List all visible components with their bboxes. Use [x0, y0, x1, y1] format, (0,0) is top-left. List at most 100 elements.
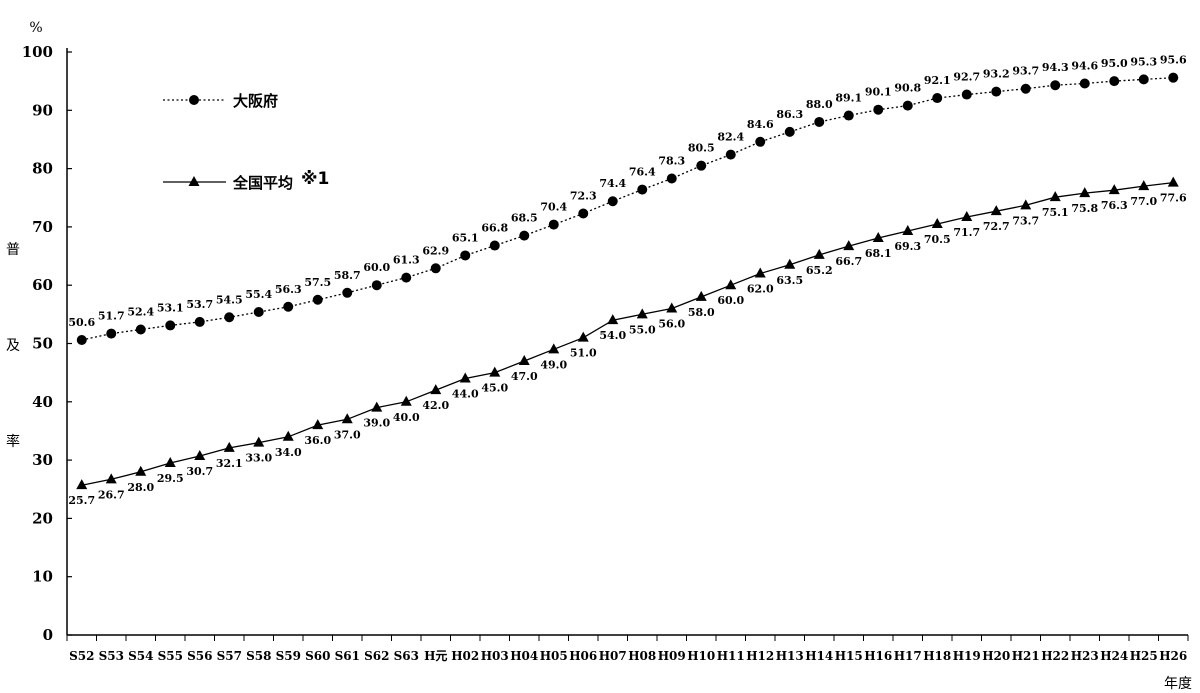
data-point-circle [1168, 72, 1179, 83]
data-point-circle [696, 160, 707, 171]
data-label: 65.1 [452, 231, 479, 244]
data-point-circle [1138, 74, 1149, 85]
data-point-triangle [1049, 191, 1061, 202]
series-markers [76, 72, 1179, 490]
data-point-triangle [990, 205, 1002, 216]
data-label: 90.1 [865, 86, 892, 99]
data-point-triangle [577, 331, 589, 342]
data-point-circle [401, 272, 412, 283]
data-label: 25.7 [68, 494, 95, 507]
data-point-triangle [430, 384, 442, 395]
data-label: 71.7 [953, 226, 980, 239]
data-label: 80.5 [688, 142, 715, 155]
data-label: 26.7 [98, 488, 125, 501]
data-point-triangle [459, 372, 471, 383]
data-label: 58.0 [688, 306, 715, 319]
data-point-triangle [607, 314, 619, 325]
data-label: 32.1 [216, 457, 243, 470]
data-point-circle [430, 263, 441, 274]
data-label: 39.0 [363, 417, 390, 430]
data-point-triangle [341, 413, 353, 424]
data-label: 70.5 [924, 233, 951, 246]
data-point-circle [135, 324, 146, 335]
data-label: 53.7 [186, 298, 213, 311]
data-label: 52.4 [127, 306, 154, 319]
data-label: 62.0 [747, 283, 774, 296]
data-point-triangle [843, 240, 855, 251]
x-tick-label: H20 [982, 649, 1010, 663]
x-tick-label: H26 [1159, 649, 1187, 663]
data-label: 58.7 [334, 269, 361, 282]
data-point-circle [460, 250, 471, 261]
x-tick-label: H15 [835, 649, 863, 663]
data-label: 63.5 [776, 274, 803, 287]
data-point-circle [725, 149, 736, 160]
data-label: 45.0 [481, 382, 508, 395]
x-tick-label: S57 [217, 649, 242, 663]
legend-label-osaka: 大阪府 [233, 92, 278, 110]
y-tick-label: 40 [32, 393, 53, 411]
y-tick-label: 100 [22, 43, 53, 61]
series-lines [81, 77, 1174, 486]
x-tick-label: H05 [540, 649, 568, 663]
data-label: 93.2 [983, 68, 1010, 81]
x-tick-label: H24 [1100, 649, 1128, 663]
data-label: 49.0 [540, 358, 567, 371]
data-label: 53.1 [157, 301, 184, 314]
data-label: 29.5 [157, 472, 184, 485]
y-tick-label: 50 [32, 335, 53, 353]
data-label: 55.4 [245, 288, 272, 301]
data-point-triangle [813, 248, 825, 259]
data-label: 92.1 [924, 74, 951, 87]
data-point-circle [1050, 80, 1061, 91]
data-label: 60.0 [363, 261, 390, 274]
data-point-circle [342, 287, 353, 298]
data-label: 84.6 [747, 118, 774, 131]
unit-label: % [29, 20, 42, 36]
data-point-circle [784, 126, 795, 137]
data-point-circle [253, 307, 264, 318]
x-tick-label: S53 [99, 649, 124, 663]
x-tick-label: H19 [953, 649, 981, 663]
y-axis-label-char-3: 率 [6, 433, 20, 450]
data-label: 77.0 [1130, 195, 1157, 208]
data-label: 95.0 [1101, 57, 1128, 70]
data-point-circle [814, 116, 825, 127]
legend-note: ※1 [301, 169, 329, 189]
data-label: 37.0 [334, 428, 361, 441]
data-label: 76.4 [629, 166, 656, 179]
data-point-triangle [784, 258, 796, 269]
data-point-triangle [666, 302, 678, 313]
data-point-circle [106, 328, 117, 339]
data-label: 93.7 [1012, 65, 1039, 78]
x-tick-label: S55 [158, 649, 183, 663]
data-point-triangle [400, 395, 412, 406]
legend-label-national: 全国平均 ※1 [232, 169, 329, 192]
data-label: 51.7 [98, 310, 125, 323]
data-label: 95.6 [1160, 54, 1187, 67]
x-tick-label: H23 [1071, 649, 1099, 663]
data-point-circle [607, 196, 618, 207]
legend-marker-triangle-icon [188, 176, 200, 186]
data-point-circle [961, 89, 972, 100]
y-tick-label: 20 [32, 509, 53, 527]
data-point-triangle [961, 210, 973, 221]
data-point-circle [371, 280, 382, 291]
data-label: 94.3 [1042, 61, 1069, 74]
data-point-circle [76, 335, 87, 346]
x-tick-label: H17 [894, 649, 922, 663]
x-tick-label: H06 [569, 649, 597, 663]
data-point-circle [873, 104, 884, 115]
x-tick-label: H25 [1130, 649, 1158, 663]
x-tick-label: H14 [805, 649, 833, 663]
data-point-circle [1079, 78, 1090, 89]
data-point-triangle [76, 479, 88, 490]
x-tick-label: H16 [864, 649, 892, 663]
y-tick-label: 70 [32, 218, 53, 236]
data-label: 66.8 [481, 222, 508, 235]
data-point-triangle [253, 436, 265, 447]
data-point-circle [165, 320, 176, 331]
data-label: 54.5 [216, 293, 243, 306]
x-tick-label: H13 [776, 649, 804, 663]
